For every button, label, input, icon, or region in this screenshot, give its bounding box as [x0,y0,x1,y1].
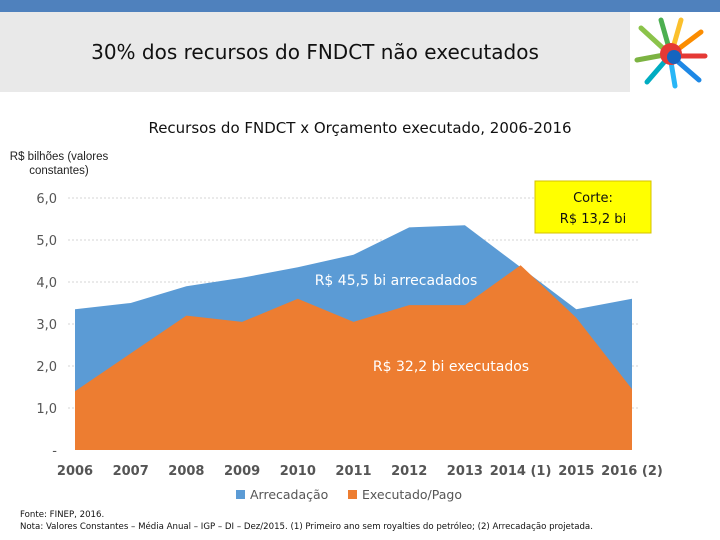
x-tick-label: 2007 [113,464,149,479]
top-accent-bar [0,0,720,12]
y-tick-label: 1,0 [36,402,57,417]
x-tick-label: 2011 [335,464,371,479]
x-tick-label: 2010 [280,464,316,479]
cut-callout-line1: Corte: [573,191,613,206]
x-tick-label: 2012 [391,464,427,479]
y-tick-label: 4,0 [36,276,57,291]
legend-swatch-arrecadacao [236,490,245,499]
legend: Arrecadação Executado/Pago [236,487,462,502]
y-tick-label: 5,0 [36,234,57,249]
cut-callout-line2: R$ 13,2 bi [560,212,626,227]
note-line: Nota: Valores Constantes – Média Anual –… [20,522,593,532]
x-tick-label: 2008 [168,464,204,479]
x-tick-label: 2013 [447,464,483,479]
x-tick-label: 2016 (2) [601,464,663,479]
legend-swatch-executado [348,490,357,499]
x-tick-label: 2006 [57,464,93,479]
x-tick-label: 2015 [558,464,594,479]
source-line: Fonte: FINEP, 2016. [20,510,105,520]
y-tick-label: - [52,444,57,459]
annotation-arrecadados: R$ 45,5 bi arrecadados [315,273,478,289]
page-title: 30% dos recursos do FNDCT não executados [91,40,539,64]
annotation-layer: R$ 45,5 bi arrecadados R$ 32,2 bi execut… [315,180,652,375]
y-tick-label: 3,0 [36,318,57,333]
axis-layer: - 1,0 2,0 3,0 4,0 5,0 6,0 2006 2007 2008 2009 2010 2… [36,192,663,479]
y-axis-unit-label: R$ bilhões (valores constantes) [9,151,109,177]
legend-label-arrecadacao: Arrecadação [250,487,328,502]
annotation-executados: R$ 32,2 bi executados [373,359,529,375]
chart-title: Recursos do FNDCT x Orçamento executado,… [148,119,572,137]
legend-label-executado: Executado/Pago [362,487,462,502]
hands-logo-icon [634,17,708,89]
x-tick-label: 2014 (1) [490,464,552,479]
series-area-executado [75,265,632,450]
source-notes: Fonte: FINEP, 2016. Nota: Valores Consta… [20,509,593,533]
cut-callout-box [534,180,652,234]
y-tick-label: 2,0 [36,360,57,375]
title-band [0,12,630,92]
x-tick-label: 2009 [224,464,260,479]
y-tick-label: 6,0 [36,192,57,207]
area-layer [74,225,633,450]
